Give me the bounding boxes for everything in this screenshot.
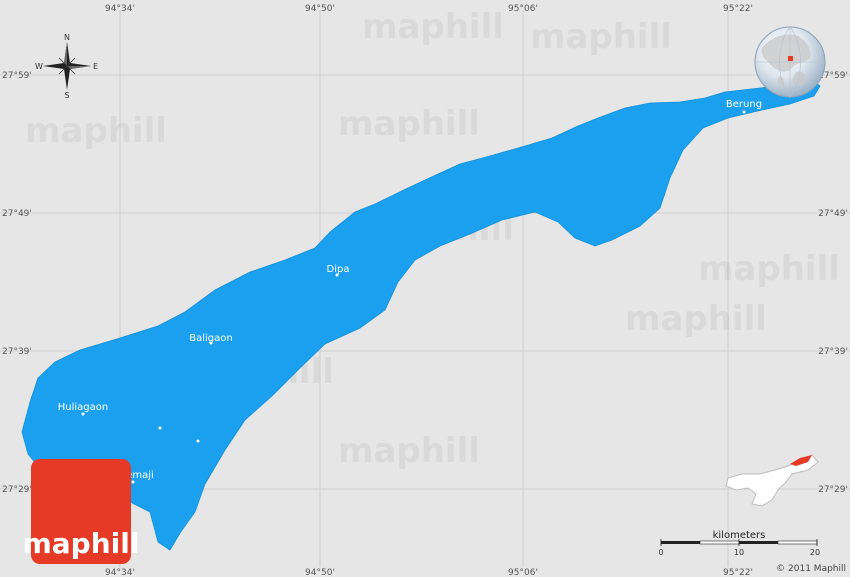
place-dot: [158, 426, 162, 430]
watermark: maphill: [698, 249, 840, 289]
scale-tick-label: 10: [734, 548, 744, 557]
watermark: maphill: [530, 17, 672, 57]
watermark: maphill: [25, 111, 167, 151]
watermark: maphill: [338, 104, 480, 144]
place-dot: [209, 341, 213, 345]
place-dot: [196, 439, 200, 443]
latitude-label: 27°39': [818, 347, 848, 357]
place-label-berung[interactable]: Berung: [726, 99, 762, 110]
place-label-huliagaon[interactable]: Huliagaon: [58, 402, 108, 413]
longitude-labels-top: 94°34' 94°50' 95°06' 95°22': [105, 4, 753, 14]
state-locator-icon: [725, 454, 819, 507]
longitude-label: 95°06': [508, 568, 538, 577]
place-markers: [81, 110, 746, 484]
place-dot: [131, 480, 135, 484]
longitude-label: 94°34': [105, 4, 135, 14]
latitude-labels-left: 27°59' 27°49' 27°39' 27°29': [2, 71, 32, 495]
district-region: [21, 79, 821, 551]
copyright-text: © 2011 Maphill: [776, 564, 846, 574]
longitude-label: 94°50': [305, 568, 335, 577]
compass-south-label: S: [64, 91, 69, 100]
place-label-dhemaji[interactable]: Dhemaji: [112, 470, 154, 481]
globe-icon: [754, 26, 826, 98]
compass-rose-icon: N S E W: [35, 33, 98, 100]
compass-west-label: W: [35, 62, 43, 71]
latitude-label: 27°59': [2, 71, 32, 81]
maphill-logo[interactable]: maphill: [23, 459, 140, 564]
compass-east-label: E: [93, 62, 98, 71]
latitude-labels-right: 27°59' 27°49' 27°39' 27°29': [818, 71, 848, 495]
longitude-label: 95°06': [508, 4, 538, 14]
watermark: maphill: [362, 7, 504, 47]
latitude-label: 27°49': [2, 209, 32, 219]
longitude-label: 94°34': [105, 568, 135, 577]
watermark: maphill: [338, 431, 480, 471]
watermark: maphill: [625, 299, 767, 339]
place-labels: Berung Dipa Baligaon Huliagaon Dhemaji: [58, 99, 762, 481]
scale-tick-label: 0: [658, 548, 663, 557]
compass-north-label: N: [64, 33, 70, 42]
longitude-label: 95°22': [723, 568, 753, 577]
latitude-label: 27°39': [2, 347, 32, 357]
scale-bar: kilometers 0 10 20: [658, 530, 820, 557]
place-label-baligaon[interactable]: Baligaon: [189, 333, 232, 344]
place-dot: [335, 273, 339, 277]
latitude-label: 27°29': [818, 485, 848, 495]
latitude-label: 27°49': [818, 209, 848, 219]
longitude-label: 95°22': [723, 4, 753, 14]
latitude-label: 27°59': [818, 71, 848, 81]
place-dot: [742, 110, 746, 114]
scale-tick-label: 20: [810, 548, 820, 557]
place-dot: [81, 412, 85, 416]
longitude-label: 94°50': [305, 4, 335, 14]
scale-title: kilometers: [713, 530, 766, 541]
logo-text: maphill: [23, 527, 140, 560]
longitude-labels-bottom: 94°34' 94°50' 95°06' 95°22': [105, 568, 753, 577]
place-label-dipa[interactable]: Dipa: [327, 264, 350, 275]
latitude-label: 27°29': [2, 485, 32, 495]
